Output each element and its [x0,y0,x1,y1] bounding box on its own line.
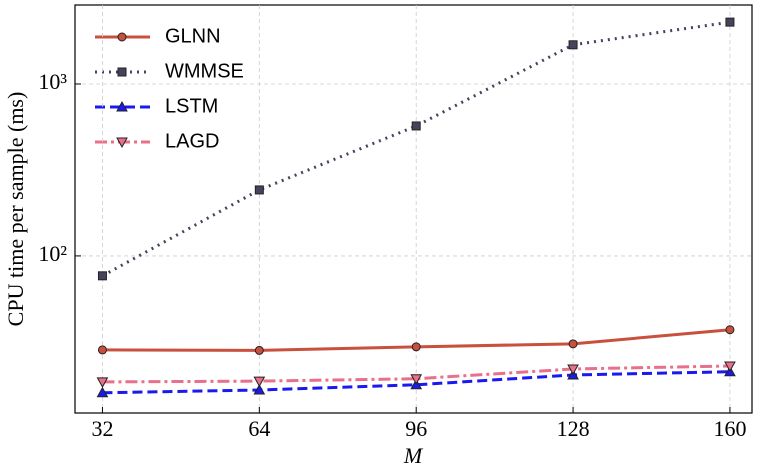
y-tick-label: 10³ [38,69,67,94]
legend: GLNN WMMSE LSTM LAGD [95,25,244,152]
marker [254,345,264,355]
marker [253,376,266,388]
marker [725,17,735,27]
marker [567,364,579,376]
marker [724,361,736,373]
marker [97,345,107,355]
marker [97,271,107,281]
marker [568,339,578,349]
y-tick-label: 10² [38,241,67,266]
x-tick-label: 64 [248,416,270,441]
marker [116,100,128,112]
series-line [101,20,731,278]
legend-label: LSTM [165,95,218,117]
legend-label: GLNN [165,25,221,47]
marker [253,383,266,395]
y-axis-label: CPU time per sample (ms) [3,92,28,327]
x-tick-label: 128 [557,416,590,441]
x-tick-label: 96 [405,416,427,441]
x-tick-label: 32 [91,416,113,441]
marker [411,121,421,131]
marker [410,374,423,385]
series-line [102,364,730,384]
marker [116,137,128,149]
marker [96,386,109,398]
plot-frame [74,4,753,414]
marker [254,185,264,195]
legend-label: WMMSE [165,60,244,82]
x-tick-label: 160 [713,416,746,441]
marker [411,342,421,352]
marker [117,32,127,42]
legend-label: LAGD [165,130,219,152]
marker [96,377,109,388]
x-axis-label: M [403,443,424,468]
marker [117,67,127,77]
marker [568,40,578,50]
marker [725,325,735,335]
